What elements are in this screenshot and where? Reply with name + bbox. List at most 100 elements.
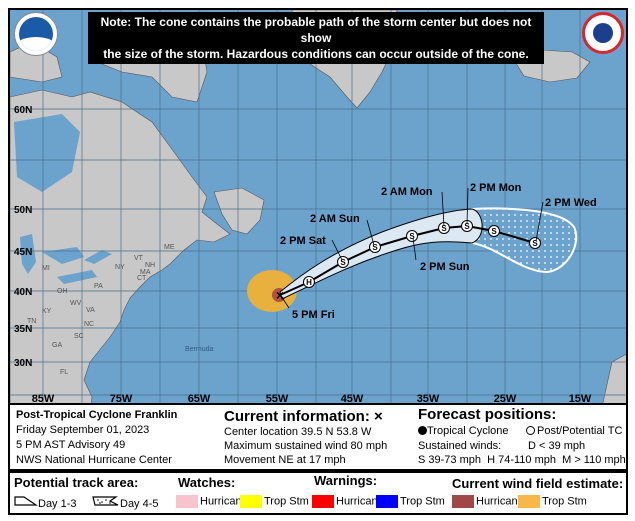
forecast-point-intensity: S — [441, 224, 447, 233]
max-wind: Maximum sustained wind 80 mph — [224, 440, 388, 452]
lon-label: 85W — [32, 393, 55, 405]
hudson-bay — [14, 114, 80, 192]
grid — [10, 10, 626, 403]
advisory-number: 5 PM AST Advisory 49 — [16, 439, 126, 451]
bermuda-label: Bermuda — [185, 346, 214, 353]
day-1-3-label: Day 1-3 — [38, 498, 77, 510]
forecast-point-intensity: S — [340, 258, 346, 267]
lon-label: 55W — [266, 393, 289, 405]
storm-name: Post-Tropical Cyclone Franklin — [16, 409, 178, 421]
sustained-winds-label: Sustained winds: — [418, 440, 502, 452]
state-label: WV — [70, 300, 82, 307]
tropical-cyclone-icon — [418, 426, 427, 435]
map-svg: 60N 50N 45N 40N 35N 30N 85W 75W 65W 55W … — [10, 10, 626, 405]
center-location: Center location 39.5 N 53.8 W — [224, 426, 372, 438]
watches-title: Watches: — [178, 475, 236, 490]
forecast-point-intensity: S — [532, 239, 538, 248]
trop-storm-warning-label: Trop Stm — [400, 495, 445, 508]
forecast-positions-title: Forecast positions: — [418, 406, 557, 423]
current-info-title: Current information: × — [224, 408, 383, 425]
movement: Movement NE at 17 mph — [224, 454, 346, 466]
noaa-logo — [14, 12, 58, 56]
info-panel: Post-Tropical Cyclone Franklin Friday Se… — [8, 405, 628, 471]
track-label: 2 AM Sun — [310, 213, 360, 225]
track-label: 2 PM Sat — [280, 235, 326, 247]
depression-key: D < 39 mph — [528, 440, 586, 452]
state-label: PA — [94, 283, 103, 290]
note-line-2: the size of the storm. Hazardous conditi… — [103, 47, 529, 61]
advisory-date: Friday September 01, 2023 — [16, 424, 150, 436]
lon-labels: 85W 75W 65W 55W 45W 35W 25W 15W — [32, 393, 592, 405]
lat-label: 60N — [14, 105, 32, 116]
state-label: CT — [137, 275, 147, 282]
hurricane-watch-swatch — [176, 495, 198, 508]
intensity-key: S 39-73 mph H 74-110 mph M > 110 mph — [418, 454, 626, 466]
forecast-point-intensity: S — [464, 222, 470, 231]
state-label: ME — [164, 244, 175, 251]
track-label: 2 AM Mon — [381, 186, 433, 198]
forecast-point — [369, 241, 381, 253]
lat-label: 45N — [14, 247, 32, 258]
hurricane-watch-label: Hurricane — [200, 495, 248, 508]
lon-label: 25W — [494, 393, 517, 405]
tc-label: Tropical Cyclone — [427, 425, 509, 437]
state-label: TN — [27, 318, 36, 325]
issuing-center: NWS National Hurricane Center — [16, 454, 172, 466]
forecast-point — [337, 256, 349, 268]
lat-label: 40N — [14, 287, 32, 298]
note-line-1: Note: The cone contains the probable pat… — [100, 15, 532, 45]
state-label: VT — [134, 255, 144, 262]
state-label: MI — [42, 265, 50, 272]
wind-field-title: Current wind field estimate: — [452, 476, 624, 491]
day-1-3-cone-icon — [14, 496, 38, 506]
post-tc-icon — [526, 426, 535, 435]
trop-storm-watch-label: Trop Stm — [264, 495, 309, 508]
trop-storm-wind-swatch — [518, 495, 540, 508]
forecast-point-intensity: S — [372, 243, 378, 252]
forecast-point — [406, 230, 418, 242]
track-area-title: Potential track area: — [14, 475, 139, 490]
state-label: NH — [145, 262, 155, 269]
state-label: MA — [140, 269, 151, 276]
great-lakes — [20, 234, 112, 284]
state-label: GA — [52, 342, 62, 349]
ptc-label: Post/Potential TC — [537, 425, 623, 437]
newfoundland — [213, 187, 265, 235]
lon-label: 15W — [569, 393, 592, 405]
current-position-marker: × — [276, 287, 284, 303]
state-label: VA — [86, 307, 95, 314]
lat-label: 50N — [14, 205, 32, 216]
state-label: SC — [74, 333, 84, 340]
trop-storm-warning-swatch — [376, 495, 398, 508]
warnings-title: Warnings: — [314, 473, 378, 488]
lat-label: 35N — [14, 324, 32, 335]
hurricane-warning-label: Hurricane — [336, 495, 384, 508]
nws-logo — [582, 12, 624, 54]
state-label: NY — [115, 264, 125, 271]
europe-edge — [602, 353, 626, 403]
hurricane-wind-swatch — [452, 495, 474, 508]
label-leaders — [280, 187, 544, 309]
state-label: KY — [42, 308, 52, 315]
forecast-point-intensity: H — [306, 278, 312, 287]
track-label: 2 PM Sun — [420, 261, 470, 273]
state-label: NC — [84, 321, 94, 328]
trop-storm-wind-label: Trop Stm — [542, 495, 587, 508]
forecast-point-intensity: S — [409, 232, 415, 241]
forecast-point — [488, 225, 500, 237]
state-labels: ME VT NH MA CT NY MI PA OH WV VA KY TN N… — [27, 244, 175, 376]
forecast-point — [303, 276, 315, 288]
lat-labels: 60N 50N 45N 40N 35N 30N — [14, 105, 32, 369]
state-label: FL — [60, 369, 68, 376]
lon-label: 35W — [417, 393, 440, 405]
lon-label: 65W — [188, 393, 211, 405]
lon-label: 45W — [341, 393, 364, 405]
track-label: 2 PM Mon — [470, 182, 522, 194]
lon-label: 75W — [110, 393, 133, 405]
hurricane-warning-swatch — [312, 495, 334, 508]
hurricane-wind-label: Hurricane — [476, 495, 524, 508]
trop-storm-watch-swatch — [240, 495, 262, 508]
inland-water — [14, 114, 112, 284]
forecast-map: 60N 50N 45N 40N 35N 30N 85W 75W 65W 55W … — [8, 8, 628, 405]
